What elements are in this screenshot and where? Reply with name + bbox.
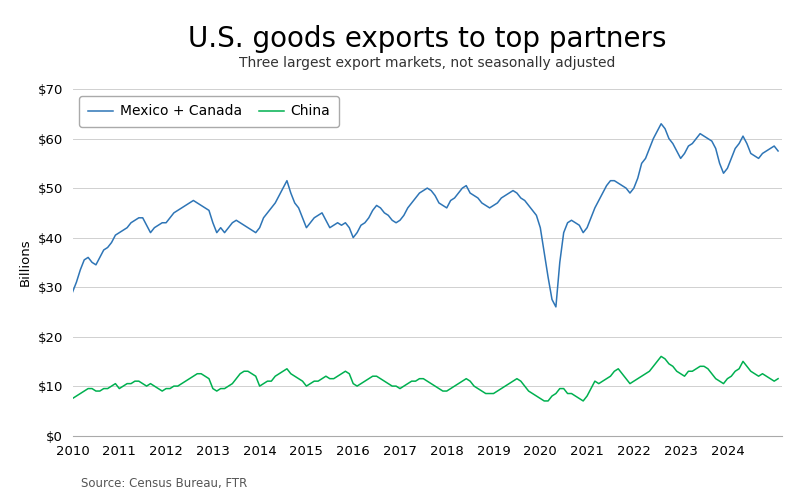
Mexico + Canada (422, 185, 432, 191)
Legend: Mexico + Canada, China: Mexico + Canada, China (80, 96, 339, 127)
Mexico + Canada (388, 217, 397, 223)
China (301, 383, 311, 389)
China (422, 378, 432, 384)
Line: Mexico + Canada: Mexico + Canada (73, 124, 778, 307)
China (418, 376, 428, 382)
Text: Source: Census Bureau, FTR: Source: Census Bureau, FTR (81, 477, 247, 490)
Mexico + Canada (773, 148, 783, 154)
Mexico + Canada (68, 289, 77, 295)
Title: U.S. goods exports to top partners: U.S. goods exports to top partners (188, 25, 667, 53)
China (656, 353, 666, 359)
Mexico + Canada (301, 225, 311, 231)
China (388, 383, 397, 389)
China (352, 383, 362, 389)
Mexico + Canada (352, 230, 362, 236)
China (539, 398, 549, 404)
Text: Three largest export markets, not seasonally adjusted: Three largest export markets, not season… (239, 56, 615, 70)
China (68, 396, 77, 401)
Line: China: China (73, 356, 778, 401)
Mexico + Canada (418, 188, 428, 194)
Y-axis label: Billions: Billions (19, 239, 32, 286)
Mexico + Canada (656, 121, 666, 127)
China (773, 376, 783, 382)
Mexico + Canada (520, 198, 530, 203)
China (520, 383, 530, 389)
Mexico + Canada (551, 304, 561, 310)
